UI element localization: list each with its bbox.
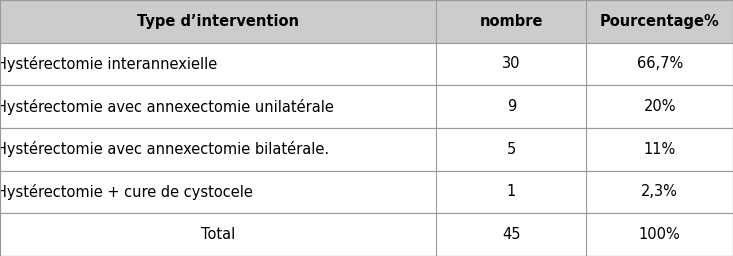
Text: Hystérectomie interannexielle: Hystérectomie interannexielle: [0, 56, 218, 72]
Text: Pourcentage%: Pourcentage%: [600, 14, 720, 29]
Text: Hystérectomie avec annexectomie bilatérale.: Hystérectomie avec annexectomie bilatéra…: [0, 141, 329, 157]
Text: 45: 45: [502, 227, 520, 242]
Text: 1: 1: [507, 185, 516, 199]
Text: 9: 9: [507, 99, 516, 114]
Bar: [0, 128, 733, 171]
Text: nombre: nombre: [479, 14, 543, 29]
Text: 20%: 20%: [644, 99, 676, 114]
Text: 5: 5: [507, 142, 516, 157]
Text: Total: Total: [201, 227, 235, 242]
Bar: [0, 171, 733, 213]
Text: Type d’intervention: Type d’intervention: [137, 14, 299, 29]
Text: 66,7%: 66,7%: [636, 57, 683, 71]
Text: 30: 30: [502, 57, 520, 71]
Text: 100%: 100%: [639, 227, 680, 242]
Text: 11%: 11%: [644, 142, 676, 157]
Bar: [0, 213, 733, 256]
Bar: [0, 0, 733, 43]
Bar: [0, 43, 733, 85]
Bar: [0, 85, 733, 128]
Text: 2,3%: 2,3%: [641, 185, 678, 199]
Text: Hystérectomie avec annexectomie unilatérale: Hystérectomie avec annexectomie unilatér…: [0, 99, 334, 115]
Text: Hystérectomie + cure de cystocele: Hystérectomie + cure de cystocele: [0, 184, 253, 200]
